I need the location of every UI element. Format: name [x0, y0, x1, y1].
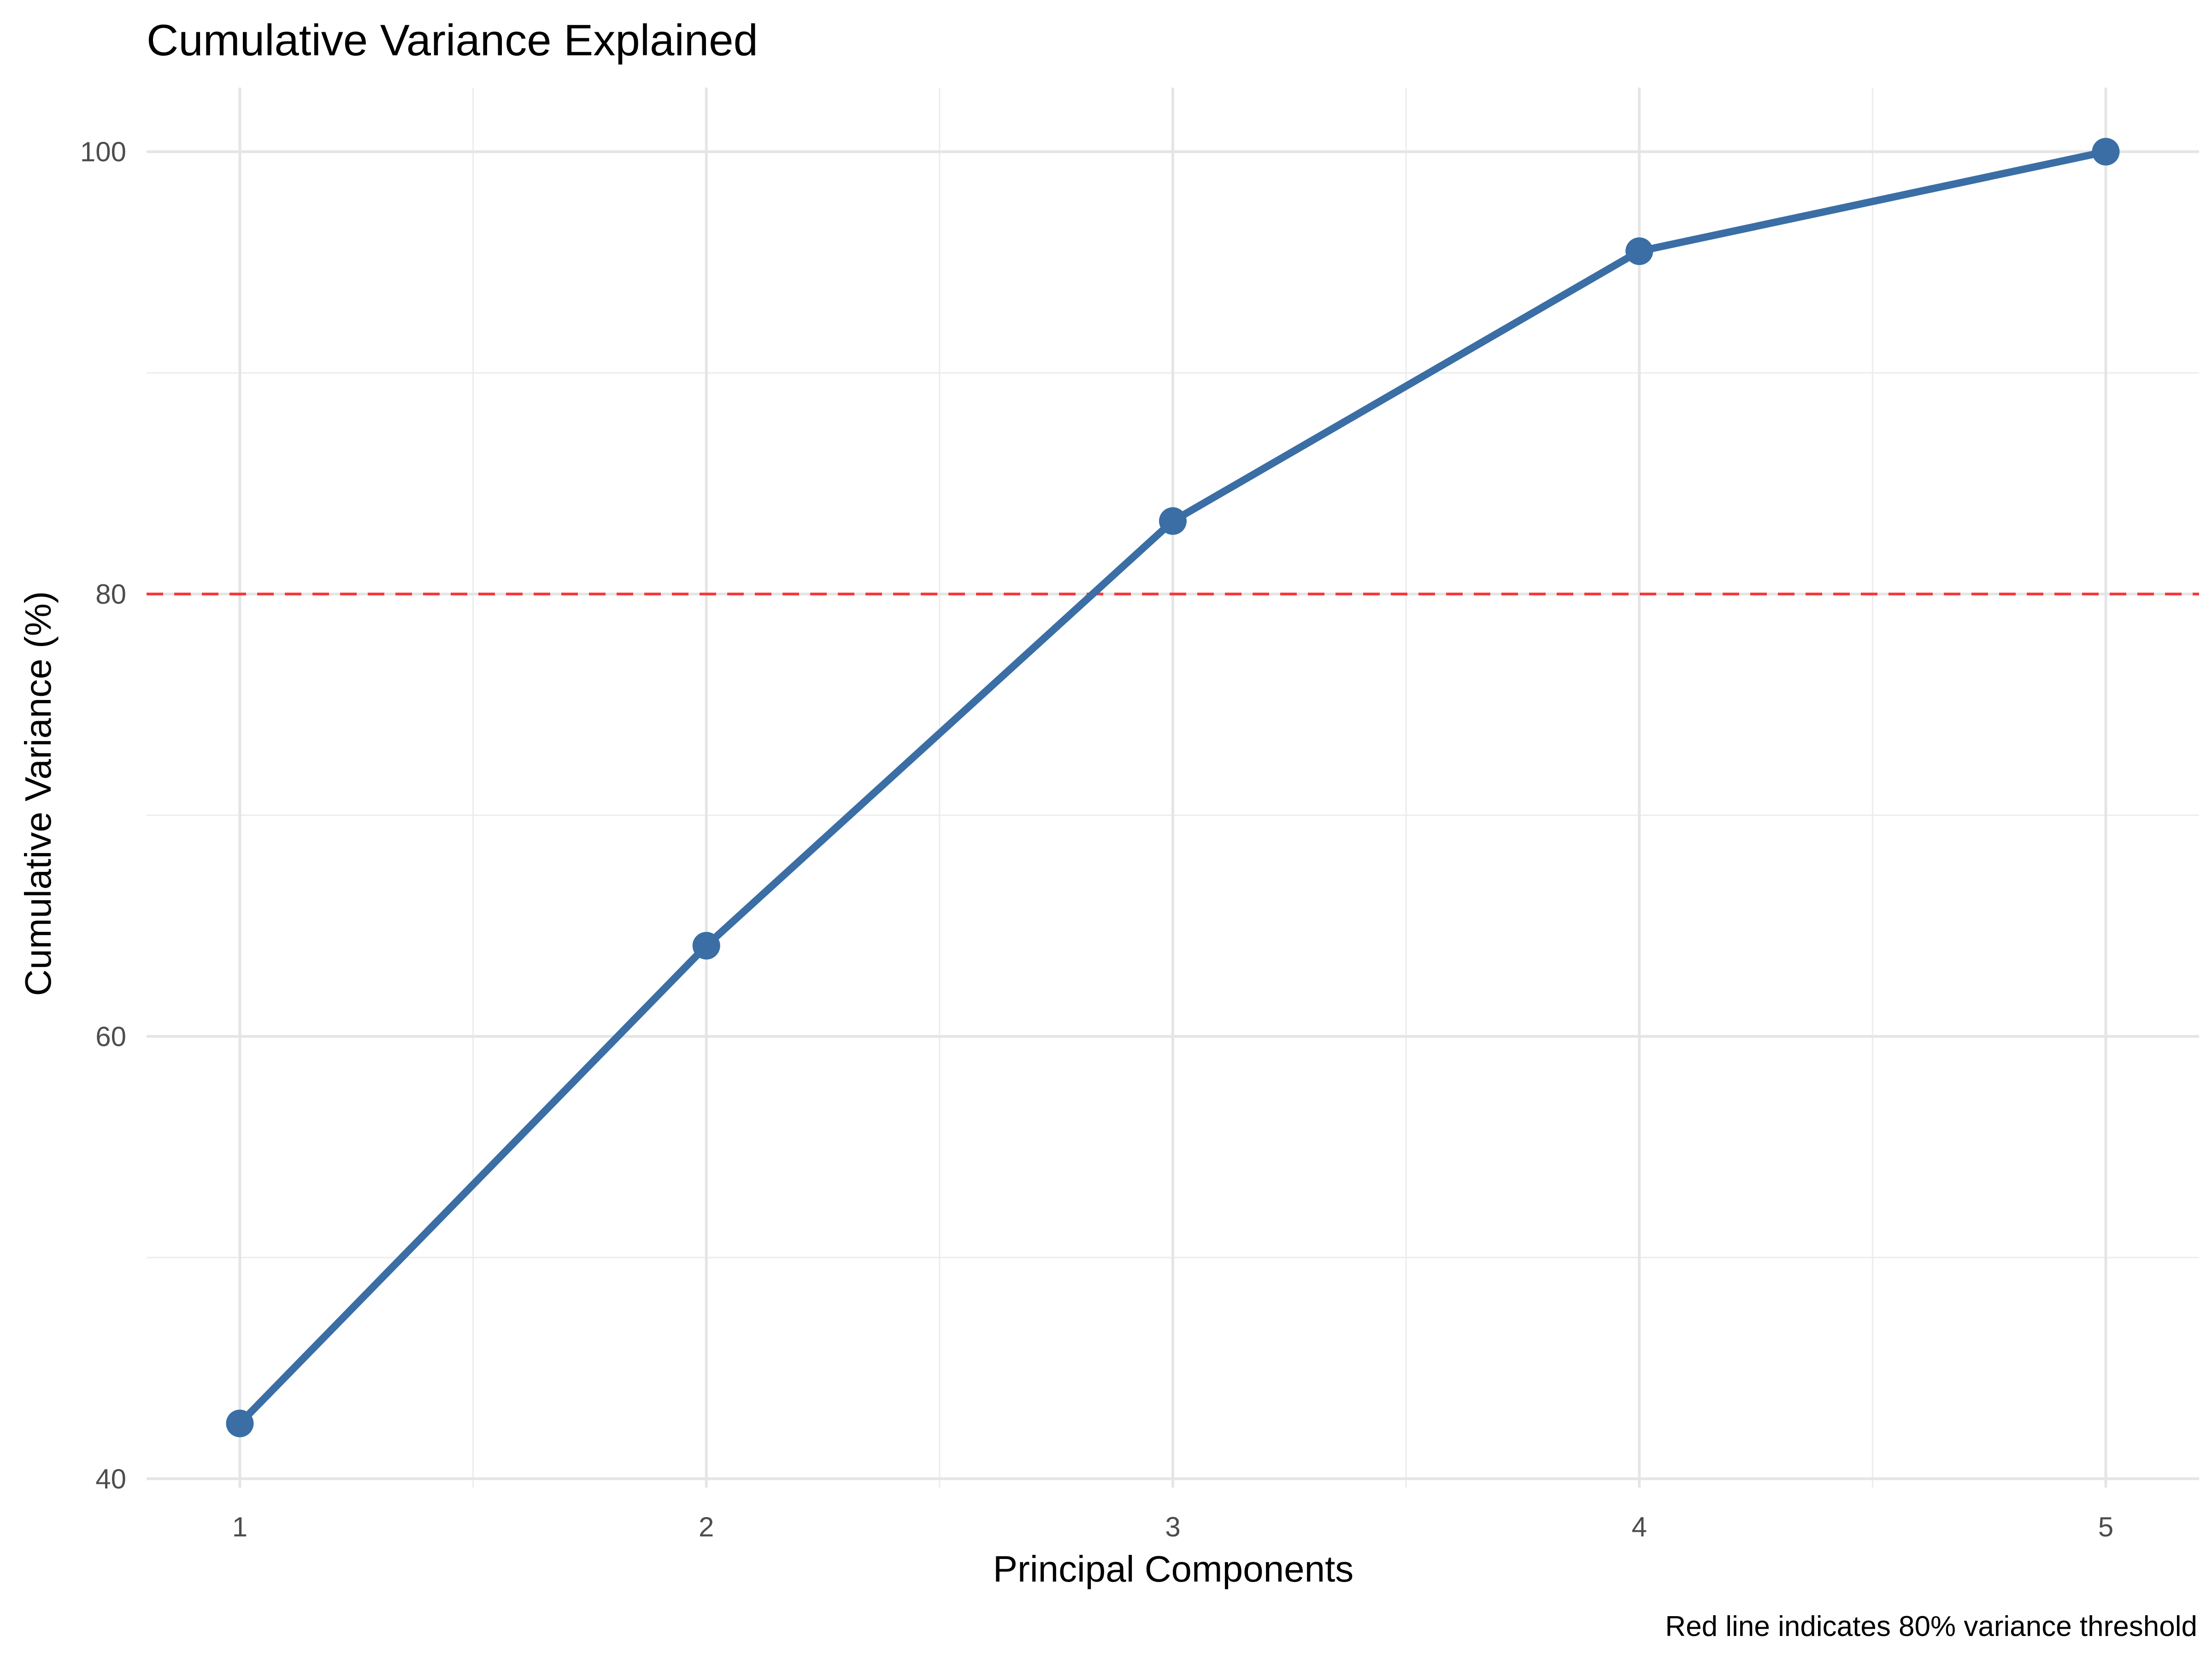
x-tick-label: 1 [232, 1512, 247, 1542]
x-axis-title: Principal Components [993, 1548, 1354, 1589]
series-layer [226, 138, 2120, 1437]
y-tick-label: 100 [80, 136, 126, 167]
data-point [1159, 507, 1187, 535]
data-point [2092, 138, 2120, 166]
data-point [1625, 237, 1653, 265]
x-tick-label: 2 [699, 1512, 714, 1542]
data-point [692, 932, 720, 960]
y-tick-label: 80 [95, 579, 126, 610]
y-axis-title: Cumulative Variance (%) [18, 591, 59, 996]
y-tick-label: 60 [95, 1021, 126, 1052]
chart-title: Cumulative Variance Explained [147, 16, 758, 65]
x-tick-label: 5 [2098, 1512, 2113, 1542]
data-point [226, 1409, 254, 1437]
x-tick-label: 4 [1632, 1512, 1647, 1542]
chart-caption: Red line indicates 80% variance threshol… [1665, 1611, 2197, 1642]
y-tick-label: 40 [95, 1464, 126, 1494]
grid-layer [147, 88, 2199, 1488]
x-tick-label: 3 [1165, 1512, 1180, 1542]
tick-labels: 1 2 3 4 5 40 60 80 100 [80, 136, 2113, 1542]
